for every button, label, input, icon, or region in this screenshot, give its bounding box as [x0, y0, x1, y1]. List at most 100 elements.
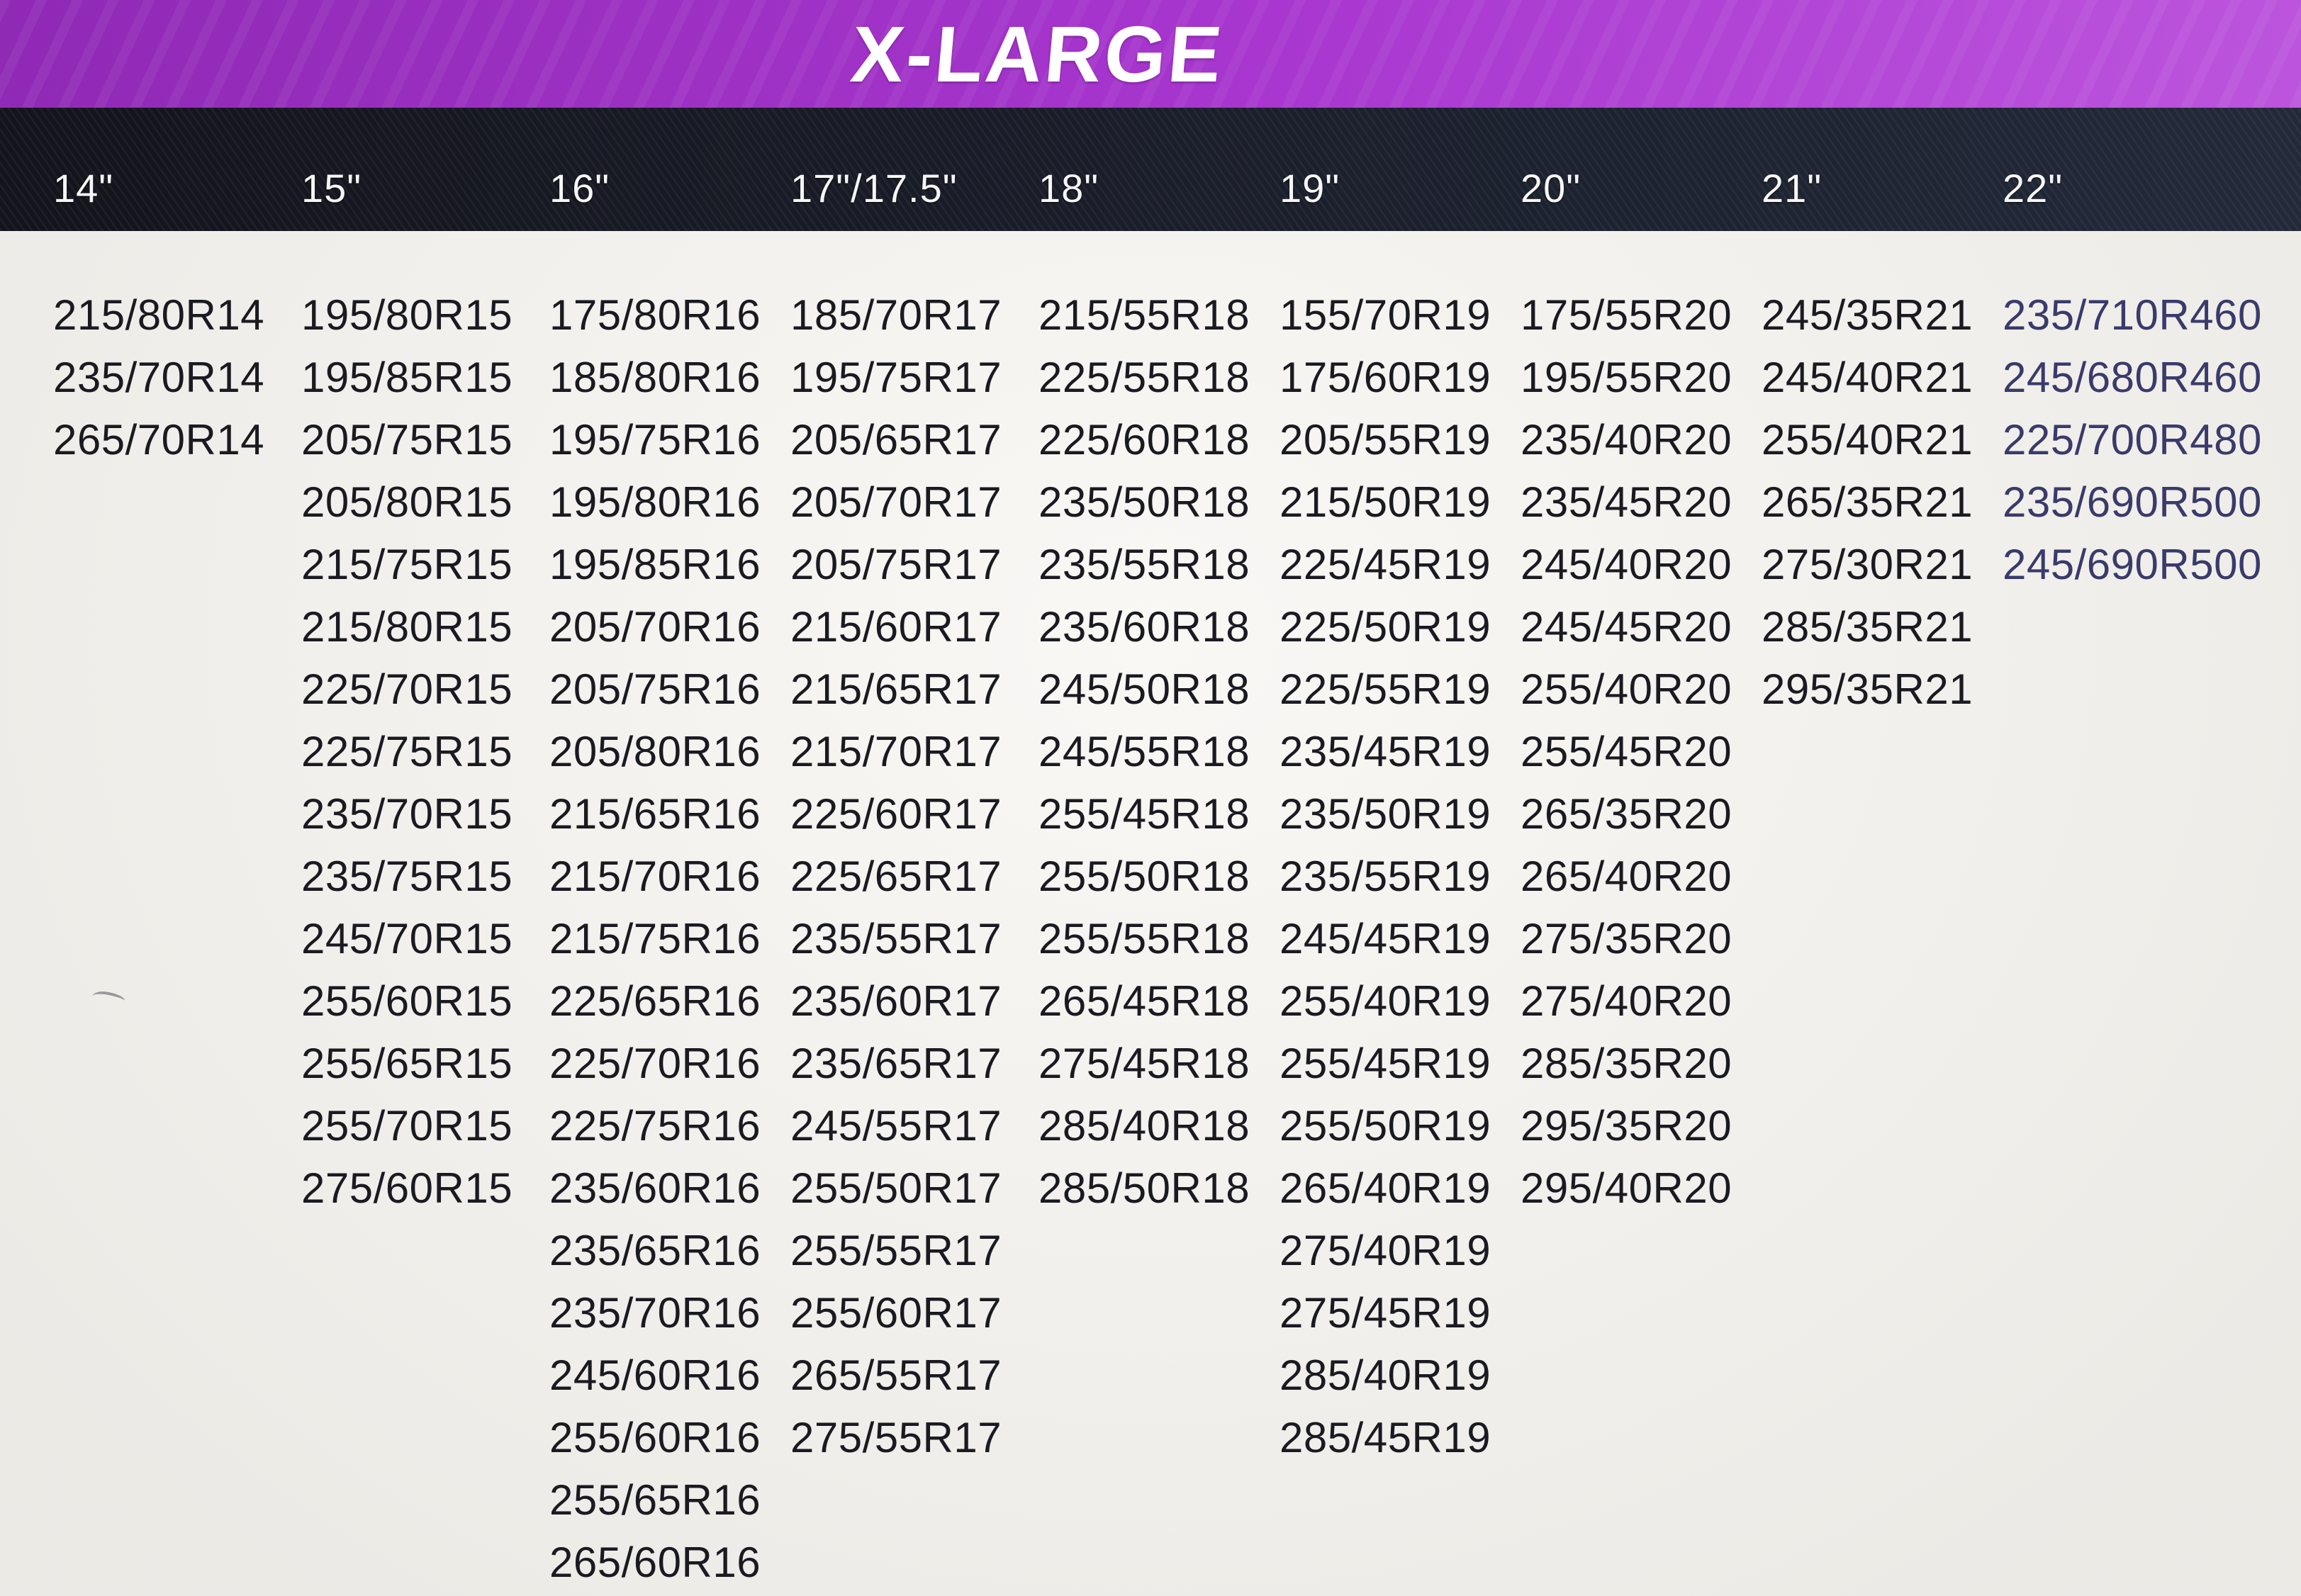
- tire-size: 255/40R21: [1762, 415, 1974, 463]
- tire-size: 175/80R16: [549, 291, 761, 339]
- tire-size: 255/60R15: [301, 977, 513, 1025]
- tire-size: 245/60R16: [549, 1351, 761, 1399]
- tire-size: 245/35R21: [1762, 291, 1974, 339]
- size-column: 215/80R14 235/70R14 265/70R14: [43, 0, 291, 471]
- tire-size: 195/55R20: [1521, 353, 1732, 401]
- tire-size: 155/70R19: [1280, 291, 1491, 339]
- tire-size: 205/55R19: [1280, 415, 1491, 463]
- wheel-size-header: 20": [1521, 166, 1581, 210]
- size-column: 175/55R20 195/55R20 235/40R20 235/45R20 245/…: [1510, 0, 1751, 1219]
- tire-size: 205/80R15: [301, 478, 513, 526]
- tire-size: 215/60R17: [790, 602, 1002, 651]
- tire-size: 245/55R17: [790, 1101, 1002, 1150]
- tire-size: 235/65R16: [549, 1226, 761, 1274]
- tire-size: 285/40R18: [1038, 1101, 1250, 1150]
- tire-size: 255/55R18: [1038, 914, 1250, 962]
- tire-size: 245/680R460: [2003, 353, 2262, 401]
- tire-size: 235/70R16: [549, 1288, 761, 1337]
- tire-size: 265/45R18: [1038, 977, 1250, 1025]
- tire-size: 205/65R17: [790, 415, 1002, 463]
- tire-size: 235/55R19: [1280, 852, 1491, 900]
- tire-size: 295/40R20: [1521, 1164, 1732, 1212]
- tire-size: 235/40R20: [1521, 415, 1732, 463]
- tire-size: 255/50R19: [1280, 1101, 1491, 1150]
- size-column: 155/70R19 175/60R19 205/55R19 215/50R19 225/…: [1269, 0, 1510, 1468]
- tire-size: 265/40R19: [1280, 1164, 1491, 1212]
- wheel-size-header: 17"/17.5": [790, 166, 958, 210]
- tire-size: 225/50R19: [1280, 602, 1491, 651]
- size-column: 215/55R18 225/55R18 225/60R18 235/50R18 235/…: [1028, 0, 1269, 1219]
- tire-size: 255/65R15: [301, 1039, 513, 1087]
- tire-size: 235/55R18: [1038, 540, 1250, 588]
- tire-size: 235/60R17: [790, 977, 1002, 1025]
- tire-size: 265/35R20: [1521, 789, 1732, 838]
- size-column: 235/710R460 245/680R460 225/700R480 235/690…: [1992, 0, 2301, 595]
- tire-size: 225/700R480: [2003, 415, 2262, 463]
- tire-size: 195/85R15: [301, 353, 513, 401]
- tire-size: 255/50R17: [790, 1164, 1002, 1212]
- tire-size: 215/75R16: [549, 914, 761, 962]
- tire-size: 225/70R16: [549, 1039, 761, 1087]
- tire-size: 255/65R16: [549, 1476, 761, 1524]
- tire-size: 225/55R19: [1280, 665, 1491, 713]
- tire-size: 295/35R20: [1521, 1101, 1732, 1150]
- tire-size: 265/35R21: [1762, 478, 1974, 526]
- tire-size: 215/70R16: [549, 852, 761, 900]
- tire-size: 275/40R20: [1521, 977, 1732, 1025]
- tire-size: 265/40R20: [1521, 852, 1732, 900]
- title-banner: X-LARGE: [0, 0, 2301, 108]
- tire-size: 255/40R19: [1280, 977, 1491, 1025]
- wheel-size-header: 18": [1038, 166, 1099, 210]
- tire-size: 275/40R19: [1280, 1226, 1491, 1274]
- tire-size: 275/60R15: [301, 1164, 513, 1212]
- tire-size: 215/75R15: [301, 540, 513, 588]
- tire-size: 195/75R17: [790, 353, 1002, 401]
- tire-size: 245/690R500: [2003, 540, 2262, 588]
- tire-size: 235/75R15: [301, 852, 513, 900]
- tire-size: 245/45R20: [1521, 602, 1732, 651]
- tire-size: 195/75R16: [549, 415, 761, 463]
- tire-size: 265/70R14: [53, 415, 265, 463]
- tire-size: 195/80R16: [549, 478, 761, 526]
- tire-size: 255/60R16: [549, 1413, 761, 1461]
- wheel-size-header: 15": [301, 166, 362, 210]
- tire-size: 295/35R21: [1762, 665, 1974, 713]
- tire-size: 205/75R15: [301, 415, 513, 463]
- tire-size: 215/80R15: [301, 602, 513, 651]
- tire-size: 245/40R20: [1521, 540, 1732, 588]
- wheel-size-header: 22": [2003, 166, 2064, 210]
- tire-size: 255/45R18: [1038, 789, 1250, 838]
- header-row: 14" 15" 16" 17"/17.5" 18" 19" 20" 21" 22": [0, 108, 2301, 231]
- tire-size: 235/55R17: [790, 914, 1002, 962]
- size-column: 175/80R16 185/80R16 195/75R16 195/80R16 195/…: [539, 0, 780, 1593]
- tire-size: 205/80R16: [549, 727, 761, 775]
- tire-size: 255/50R18: [1038, 852, 1250, 900]
- tire-size: 235/45R20: [1521, 478, 1732, 526]
- tire-size: 255/45R19: [1280, 1039, 1491, 1087]
- tire-size: 225/75R16: [549, 1101, 761, 1150]
- size-column: 245/35R21 245/40R21 255/40R21 265/35R21 275/…: [1751, 0, 1992, 720]
- tire-size: 285/35R21: [1762, 602, 1974, 651]
- tire-size: 235/50R19: [1280, 789, 1491, 838]
- tire-size: 255/60R17: [790, 1288, 1002, 1337]
- tire-size: 225/75R15: [301, 727, 513, 775]
- tire-size: 235/710R460: [2003, 291, 2262, 339]
- tire-size: 205/70R17: [790, 478, 1002, 526]
- tire-size: 285/50R18: [1038, 1164, 1250, 1212]
- tire-size: 175/55R20: [1521, 291, 1732, 339]
- tire-size: 275/45R18: [1038, 1039, 1250, 1087]
- tire-size: 185/80R16: [549, 353, 761, 401]
- tire-size: 275/55R17: [790, 1413, 1002, 1461]
- tire-size: 285/35R20: [1521, 1039, 1732, 1087]
- tire-size: 195/80R15: [301, 291, 513, 339]
- tire-size: 245/50R18: [1038, 665, 1250, 713]
- tire-size: 245/45R19: [1280, 914, 1491, 962]
- tire-size: 225/65R16: [549, 977, 761, 1025]
- tire-size: 235/60R16: [549, 1164, 761, 1212]
- tire-size: 215/65R16: [549, 789, 761, 838]
- tire-size: 245/55R18: [1038, 727, 1250, 775]
- tire-size: 235/65R17: [790, 1039, 1002, 1087]
- tire-size: 245/40R21: [1762, 353, 1974, 401]
